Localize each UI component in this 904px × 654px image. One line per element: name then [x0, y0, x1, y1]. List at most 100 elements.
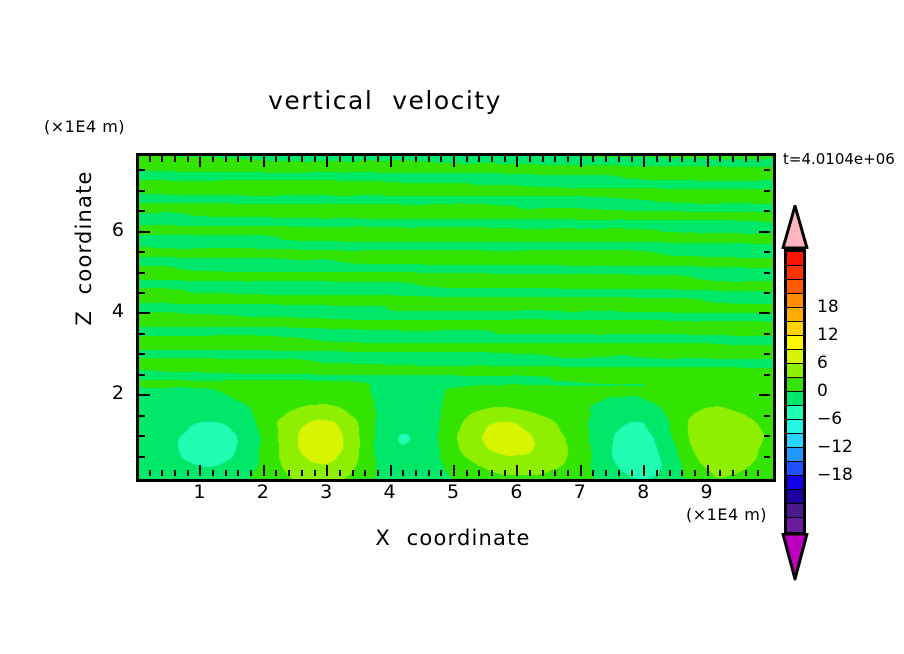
- x-minor-tick: [149, 470, 151, 476]
- x-major-tick: [199, 465, 201, 476]
- x-minor-tick: [757, 470, 759, 476]
- colorbar-bands: [784, 249, 806, 535]
- colorbar-under-arrow-icon: [781, 533, 809, 581]
- colorbar-tick-label: 18: [817, 297, 839, 317]
- x-minor-tick: [237, 470, 239, 476]
- colorbar-band: [787, 434, 803, 448]
- y-minor-tick: [139, 169, 145, 171]
- x-minor-tick: [631, 470, 633, 476]
- x-minor-tick-top: [301, 156, 303, 162]
- x-minor-tick-top: [491, 156, 493, 162]
- x-minor-tick-top: [225, 156, 227, 162]
- y-minor-tick: [139, 190, 145, 192]
- x-minor-tick-top: [352, 156, 354, 162]
- colorbar-band: [787, 406, 803, 420]
- colorbar-tick-label: 0: [817, 381, 828, 401]
- x-tick-label: 3: [320, 481, 333, 503]
- y-minor-tick-right: [764, 169, 770, 171]
- x-minor-tick: [504, 470, 506, 476]
- x-minor-tick: [161, 470, 163, 476]
- x-minor-tick: [364, 470, 366, 476]
- y-minor-tick-right: [764, 210, 770, 212]
- x-minor-tick: [478, 470, 480, 476]
- x-minor-tick-top: [250, 156, 252, 162]
- x-minor-tick: [745, 470, 747, 476]
- colorbar-band: [787, 462, 803, 476]
- y-major-tick: [139, 394, 150, 396]
- x-major-tick: [263, 465, 265, 476]
- x-minor-tick: [250, 470, 252, 476]
- x-minor-tick-top: [732, 156, 734, 162]
- x-major-tick: [516, 465, 518, 476]
- y-minor-tick: [139, 251, 145, 253]
- y-major-tick: [139, 231, 150, 233]
- x-major-tick: [580, 465, 582, 476]
- x-minor-tick-top: [605, 156, 607, 162]
- y-axis-title: Z coordinate: [72, 170, 96, 326]
- x-tick-label: 8: [637, 481, 650, 503]
- x-minor-tick: [174, 470, 176, 476]
- x-minor-tick: [440, 470, 442, 476]
- colorbar-band: [787, 294, 803, 308]
- colorbar-band: [787, 252, 803, 266]
- y-major-tick-right: [759, 231, 770, 233]
- x-tick-label: 5: [446, 481, 460, 503]
- x-minor-tick-top: [415, 156, 417, 162]
- y-tick-label: 4: [111, 300, 124, 323]
- x-axis-unit-label: (×1E4 m): [686, 505, 768, 524]
- x-major-tick-top: [326, 156, 328, 167]
- x-minor-tick-top: [567, 156, 569, 162]
- colorbar-band: [787, 420, 803, 434]
- x-minor-tick: [187, 470, 189, 476]
- x-minor-tick: [605, 470, 607, 476]
- x-minor-tick: [288, 470, 290, 476]
- x-minor-tick-top: [466, 156, 468, 162]
- x-minor-tick-top: [212, 156, 214, 162]
- x-major-tick-top: [643, 156, 645, 167]
- y-axis-unit-label: (×1E4 m): [44, 117, 126, 136]
- x-minor-tick-top: [719, 156, 721, 162]
- x-major-tick: [453, 465, 455, 476]
- x-tick-label: 7: [573, 481, 586, 503]
- colorbar-band: [787, 504, 803, 518]
- x-major-tick-top: [580, 156, 582, 167]
- x-minor-tick: [377, 470, 379, 476]
- x-minor-tick: [339, 470, 341, 476]
- y-minor-tick: [139, 374, 145, 376]
- y-major-tick-right: [759, 394, 770, 396]
- colorbar-tick-label: −12: [817, 437, 853, 457]
- x-tick-label: 6: [510, 481, 523, 503]
- y-minor-tick-right: [764, 415, 770, 417]
- x-minor-tick-top: [187, 156, 189, 162]
- x-minor-tick: [567, 470, 569, 476]
- y-tick-label: 2: [111, 382, 124, 405]
- x-major-tick-top: [390, 156, 392, 167]
- y-minor-tick: [139, 456, 145, 458]
- x-minor-tick: [314, 470, 316, 476]
- y-minor-tick-right: [764, 435, 770, 437]
- x-minor-tick: [402, 470, 404, 476]
- x-major-tick: [707, 465, 709, 476]
- x-minor-tick-top: [440, 156, 442, 162]
- x-minor-tick: [225, 470, 227, 476]
- x-minor-tick-top: [656, 156, 658, 162]
- x-minor-tick-top: [504, 156, 506, 162]
- x-major-tick: [326, 465, 328, 476]
- y-minor-tick-right: [764, 292, 770, 294]
- x-minor-tick-top: [174, 156, 176, 162]
- x-minor-tick-top: [757, 156, 759, 162]
- y-minor-tick-right: [764, 272, 770, 274]
- colorbar-band: [787, 364, 803, 378]
- x-tick-label: 9: [700, 481, 713, 503]
- x-minor-tick: [618, 470, 620, 476]
- x-minor-tick: [681, 470, 683, 476]
- contour-plot-area: [136, 153, 776, 482]
- x-major-tick-top: [707, 156, 709, 167]
- x-minor-tick: [542, 470, 544, 476]
- y-minor-tick-right: [764, 456, 770, 458]
- x-minor-tick: [529, 470, 531, 476]
- x-major-tick-top: [453, 156, 455, 167]
- x-tick-label: 1: [193, 481, 206, 503]
- x-minor-tick: [656, 470, 658, 476]
- x-minor-tick-top: [314, 156, 316, 162]
